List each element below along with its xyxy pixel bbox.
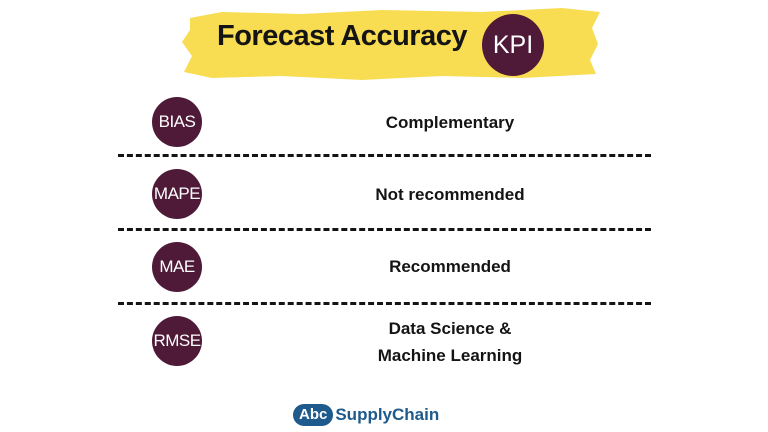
metric-badge-rmse: RMSE [152, 316, 202, 366]
logo-abc-mark: Abc [293, 404, 334, 426]
verdict-bias: Complementary [385, 113, 515, 132]
metric-badge-mae: MAE [152, 242, 202, 292]
abcsupplychain-logo: Abc SupplyChain [293, 404, 439, 426]
verdict-mape: Not recommended [375, 185, 525, 204]
metric-badge-mape: MAPE [152, 169, 202, 219]
verdict-mae: Recommended [389, 257, 511, 276]
divider [118, 154, 651, 157]
logo-wordmark: SupplyChain [335, 405, 440, 424]
divider [118, 302, 651, 305]
metric-badge-bias: BIAS [152, 97, 202, 147]
page-title: Forecast Accuracy [217, 20, 467, 52]
divider [118, 228, 651, 231]
verdict-rmse-line2: Machine Learning [377, 346, 523, 365]
verdict-rmse-line1: Data Science & [388, 319, 512, 338]
kpi-badge: KPI [482, 14, 544, 76]
